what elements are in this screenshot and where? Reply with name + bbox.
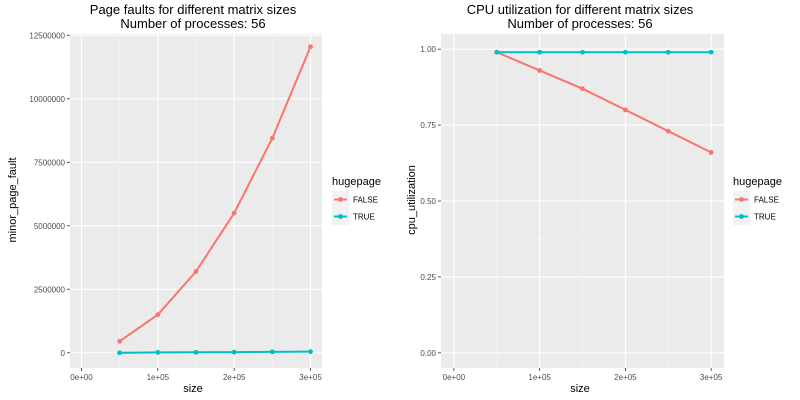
y-tick-label: 1.00 [420,45,436,54]
legend-key-point-false [338,197,343,202]
x-tick-label: 3e+05 [299,373,322,382]
x-tick-label: 0e+00 [70,373,93,382]
data-point-true [665,49,671,55]
legend: hugepage FALSE TRUE [733,176,782,225]
chart-subtitle: Number of processes: 56 [507,16,652,31]
data-point-false [308,44,313,50]
data-point-true [494,49,500,55]
legend-label-false: FALSE [353,196,378,205]
y-tick-label: 0 [61,349,66,358]
data-point-false [117,338,123,344]
legend-label-false: FALSE [754,196,779,205]
legend-title: hugepage [733,176,782,188]
data-point-true [193,349,199,355]
chart-title: Page faults for different matrix sizes [90,2,297,17]
data-point-true [155,349,161,355]
y-tick-label: 0.25 [420,273,436,282]
y-axis-title: cpu_utilization [406,165,418,235]
x-tick-label: 2e+05 [223,373,246,382]
data-point-false [580,86,585,92]
data-point-true [231,349,237,355]
legend-title: hugepage [332,176,381,188]
data-point-true [708,49,714,55]
data-point-true [269,349,275,355]
y-tick-label: 7500000 [34,158,66,167]
data-point-false [155,312,161,318]
data-point-false [231,210,237,216]
y-axis-title: minor_page_fault [7,157,19,242]
legend-label-true: TRUE [353,213,375,222]
legend-key-point-true [739,214,744,219]
page-faults-chart: Page faults for different matrix sizes N… [7,2,381,395]
x-tick-label: 0e+00 [443,373,466,382]
y-tick-label: 0.00 [420,349,436,358]
data-point-false [193,269,199,274]
x-tick-label: 1e+05 [147,373,170,382]
y-tick-label: 5000000 [34,222,66,231]
y-tick-label: 0.75 [420,121,436,130]
data-point-false [708,150,714,155]
x-axis-title: size [570,383,590,395]
data-point-true [117,350,123,356]
cpu-utilization-chart: CPU utilization for different matrix siz… [406,2,782,395]
data-point-false [622,107,628,113]
y-tick-label: 0.50 [420,197,436,206]
series-line-false [119,46,312,343]
series-line-false [496,51,712,154]
data-point-true [580,49,585,55]
chart-subtitle: Number of processes: 56 [120,16,265,31]
data-point-true [537,49,543,55]
data-point-true [308,349,313,355]
legend: hugepage FALSE TRUE [332,176,381,225]
x-tick-label: 1e+05 [528,373,551,382]
y-tick-label: 12500000 [29,31,65,40]
y-tick-label: 10000000 [29,95,65,104]
chart-title: CPU utilization for different matrix siz… [467,2,694,17]
y-tick-label: 2500000 [34,285,66,294]
data-point-false [665,128,671,134]
data-point-false [269,135,275,141]
data-point-false [537,68,543,73]
legend-key-point-true [338,214,343,219]
data-point-true [622,49,628,55]
legend-key-point-false [739,197,744,202]
legend-label-true: TRUE [754,213,776,222]
x-tick-label: 3e+05 [700,373,723,382]
x-tick-label: 2e+05 [614,373,637,382]
x-axis-title: size [183,383,203,395]
series-line-true [119,350,311,354]
